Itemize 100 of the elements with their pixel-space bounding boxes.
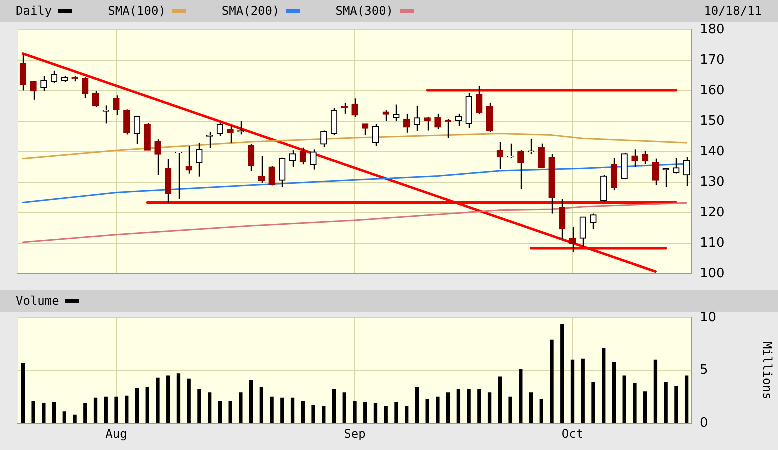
candlestick xyxy=(238,120,244,136)
bar xyxy=(364,402,368,424)
bar xyxy=(146,387,150,424)
bar xyxy=(415,387,420,424)
bar xyxy=(405,406,409,424)
candlestick xyxy=(621,152,628,180)
y-tick-label: 150 xyxy=(700,114,725,129)
candlestick xyxy=(279,157,286,188)
legend-label: Daily xyxy=(16,3,52,19)
bar xyxy=(436,396,440,424)
bar xyxy=(674,386,678,424)
candlestick xyxy=(590,213,597,230)
candlestick xyxy=(538,143,545,170)
y-tick-label: 160 xyxy=(700,83,725,98)
bar xyxy=(62,412,66,424)
candlestick xyxy=(600,174,608,202)
candlestick xyxy=(569,226,576,254)
candlestick xyxy=(206,131,214,150)
bar xyxy=(125,396,129,424)
bar xyxy=(488,392,492,424)
bar xyxy=(156,378,160,424)
bar xyxy=(52,402,56,424)
bar xyxy=(332,389,336,424)
candlestick xyxy=(124,109,130,136)
candlestick xyxy=(496,141,504,170)
bar xyxy=(260,387,264,424)
candlestick xyxy=(352,98,358,118)
bar xyxy=(176,374,181,424)
bar xyxy=(684,376,689,424)
candlestick xyxy=(216,122,224,137)
bar xyxy=(560,324,564,424)
y-tick-label: 100 xyxy=(700,266,725,282)
candlestick xyxy=(227,124,234,144)
y-tick-label: 0 xyxy=(700,416,708,431)
bar xyxy=(622,376,626,424)
bar xyxy=(94,398,98,424)
y-tick-label: 170 xyxy=(700,52,725,68)
bar xyxy=(198,389,202,424)
candlestick xyxy=(632,149,638,168)
bar xyxy=(529,392,534,424)
legend-label: SMA(300) xyxy=(336,3,394,19)
bar xyxy=(498,376,502,424)
x-tick-label: Sep xyxy=(344,426,366,441)
bar xyxy=(581,358,585,424)
bar xyxy=(270,396,274,424)
bar xyxy=(519,369,523,424)
legend-label: Volume xyxy=(16,293,60,309)
bar xyxy=(478,389,482,424)
candlestick xyxy=(486,102,494,133)
candlestick xyxy=(404,113,410,134)
candlestick xyxy=(82,77,89,99)
bar xyxy=(612,362,616,424)
candlestick xyxy=(154,138,162,176)
bar xyxy=(166,376,170,424)
y-tick-label: 130 xyxy=(700,175,725,190)
bar xyxy=(84,403,88,424)
candlestick xyxy=(455,113,462,128)
bar xyxy=(114,396,118,424)
bar xyxy=(426,398,430,424)
candlestick xyxy=(393,104,400,122)
candlestick xyxy=(642,150,649,165)
candlestick xyxy=(683,156,690,187)
bar xyxy=(135,388,140,424)
bar xyxy=(322,406,326,424)
bar xyxy=(602,348,606,424)
bar xyxy=(654,360,658,424)
candlestick xyxy=(580,216,586,248)
candlestick xyxy=(652,158,660,186)
candlestick xyxy=(372,123,380,147)
bar xyxy=(32,401,36,424)
candlestick xyxy=(673,158,680,174)
bar xyxy=(342,392,346,424)
bar xyxy=(301,401,305,424)
bar xyxy=(187,378,191,424)
candlestick xyxy=(50,70,58,84)
bar xyxy=(280,398,284,424)
bar xyxy=(644,392,648,424)
candlestick xyxy=(165,158,172,204)
candlestick xyxy=(414,106,421,132)
candlestick xyxy=(289,150,296,168)
text: 10/18/11 xyxy=(704,3,762,19)
bar xyxy=(633,383,637,424)
candlestick xyxy=(330,108,338,136)
bar xyxy=(467,389,471,424)
candlestick xyxy=(559,198,566,240)
candlestick xyxy=(134,116,141,146)
candlestick xyxy=(424,116,431,132)
candlestick xyxy=(30,80,37,101)
legend-label: SMA(100) xyxy=(108,3,166,19)
bar xyxy=(249,380,254,424)
bar xyxy=(508,396,512,424)
bar xyxy=(374,403,378,424)
x-tick-label: Oct xyxy=(562,426,584,441)
bar xyxy=(550,340,554,424)
candlestick xyxy=(476,86,483,115)
candlestick xyxy=(113,95,120,116)
bar xyxy=(239,392,243,424)
candlestick xyxy=(92,90,100,108)
bar xyxy=(218,401,222,424)
x-tick-label: Aug xyxy=(106,426,128,441)
